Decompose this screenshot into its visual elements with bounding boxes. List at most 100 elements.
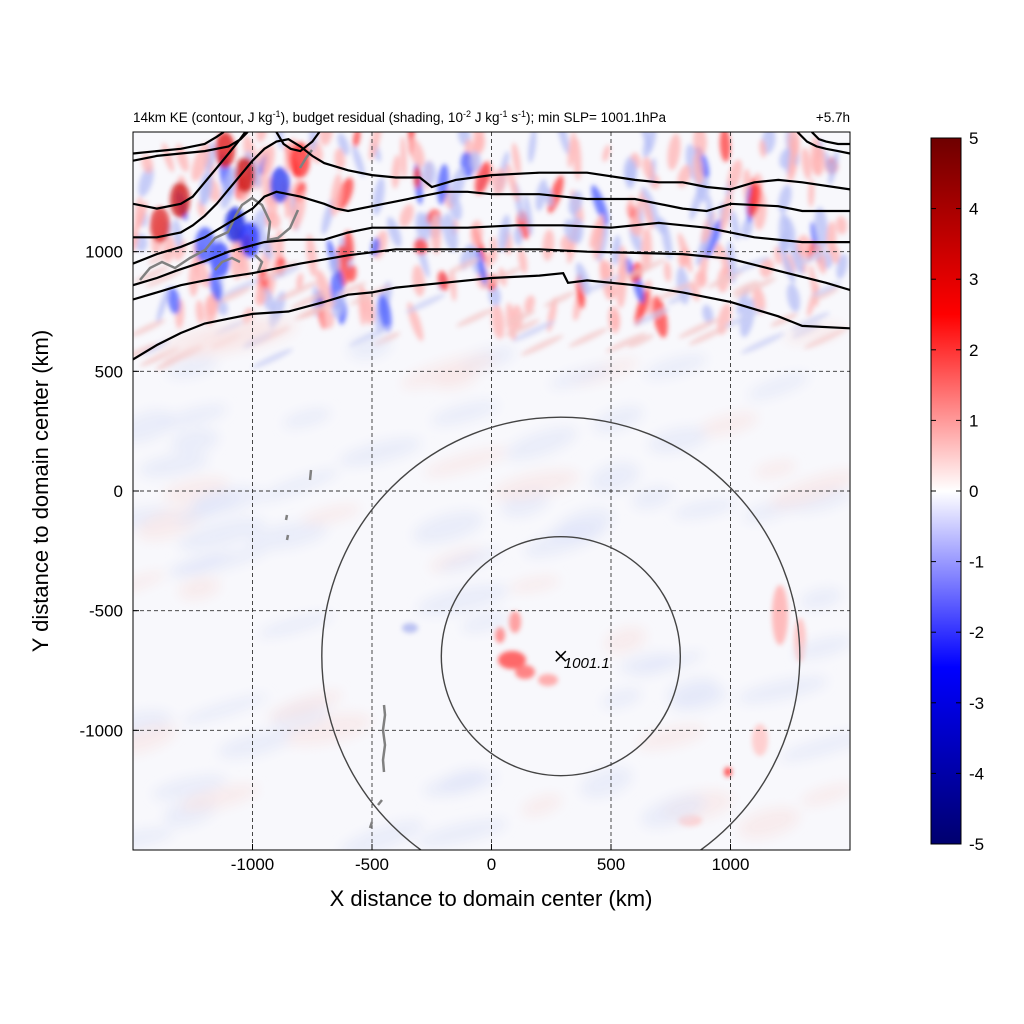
shading-patch [152,775,227,800]
ke-contour-line [133,132,247,210]
colorbar-tick-label: -4 [969,764,984,783]
shading-patch [779,730,850,762]
shading-streak [188,260,199,297]
coastline-segment [368,821,374,829]
shading-streak [652,295,668,338]
shading-streak [296,273,304,290]
shading-streak [557,132,570,155]
coastline-segment [298,149,313,169]
shading-streak [290,291,327,310]
x-axis-title: X distance to domain center (km) [330,886,653,911]
shading-patch [424,448,509,477]
x-tick-label: 500 [597,855,625,874]
shading-streak [524,295,535,314]
shading-streak [306,234,318,277]
shading-patch [178,577,220,600]
shading-streak [138,165,154,197]
shading-streak [786,283,801,312]
shading-streak [733,277,777,299]
shading-streak [261,144,275,177]
shading-patch [258,612,333,638]
shading-patch [461,612,508,633]
shading-streak [661,220,673,260]
colorbar-ticks: 5 4 3 2 1 0 -1 -2 -3 -4 -5 [931,129,984,854]
shading-patch [160,404,228,429]
shading-streak [663,261,672,282]
shading-streak [634,308,670,326]
shading-streak [408,138,425,168]
shading-feature [495,627,505,643]
shading-streak [255,222,273,260]
shading-patch [755,460,796,478]
shading-streak [612,311,620,329]
shading-streak [625,159,638,189]
shading-streak [133,343,158,363]
shading-streak [750,177,757,210]
shading-streak [642,197,654,230]
shading-streak [191,142,211,182]
shading-streak [602,144,611,162]
shading-streak [568,327,609,348]
shading-streak [512,320,556,342]
range-ring [321,416,801,850]
shading-streak [727,159,743,192]
shading-streak [368,132,382,161]
colorbar-tick-label: 4 [969,200,978,219]
shading-streak [133,319,166,337]
shading-streak [702,304,714,324]
shading-patch [593,406,644,433]
shading-streak [814,242,827,274]
ke-contour-line [811,132,850,146]
shading-streak [723,308,764,328]
coastline-segment [214,256,241,271]
shading-patch [180,784,259,812]
coastline-segment [377,799,383,806]
ke-contour-line [133,132,249,162]
shading-streak [469,150,482,172]
shading-streak [759,139,767,158]
shading-streak [175,144,189,172]
coastline-segment [381,704,387,773]
shading-streak [347,264,357,283]
shading-streak [605,332,647,353]
shading-feature [235,157,255,193]
shading-streak [491,304,505,340]
shading-streak [343,230,354,261]
shading-streak [337,282,367,297]
y-tick-label: -500 [89,602,123,621]
shading-streak [251,348,293,369]
shading-patch [283,408,331,428]
shading-streak [442,213,458,252]
shading-patch [648,427,708,454]
shading-streak [473,132,485,152]
shading-patch [748,373,809,400]
shading-feature [240,222,260,258]
shading-streak [642,132,657,158]
shading-patch [590,462,640,493]
shading-patch [509,576,560,593]
shading-streak [217,299,228,316]
ke-contour-line [796,132,850,155]
center-x-mark [555,650,567,662]
shading-feature [270,167,290,203]
range-rings [321,416,801,850]
shading-streak [320,309,334,329]
y-axis-ticks: -1000 -500 0 500 1000 [80,243,139,740]
shading-feature [724,767,732,777]
shading-streak [796,249,830,266]
shading-streak [147,250,175,265]
ke-contour-line [133,190,850,265]
coastline-segment [284,514,289,521]
shading-streak [688,325,729,345]
shading-streak [752,287,766,315]
shading-streak [641,227,653,272]
shading-patch [800,588,842,609]
shading-streak [801,147,812,180]
colorbar-tick-label: -3 [969,694,984,713]
x-tick-label: 0 [487,855,496,874]
shading-patch [673,498,736,519]
shading-patch [636,725,706,750]
shading-streak [731,280,760,295]
shading-streak [447,257,481,274]
